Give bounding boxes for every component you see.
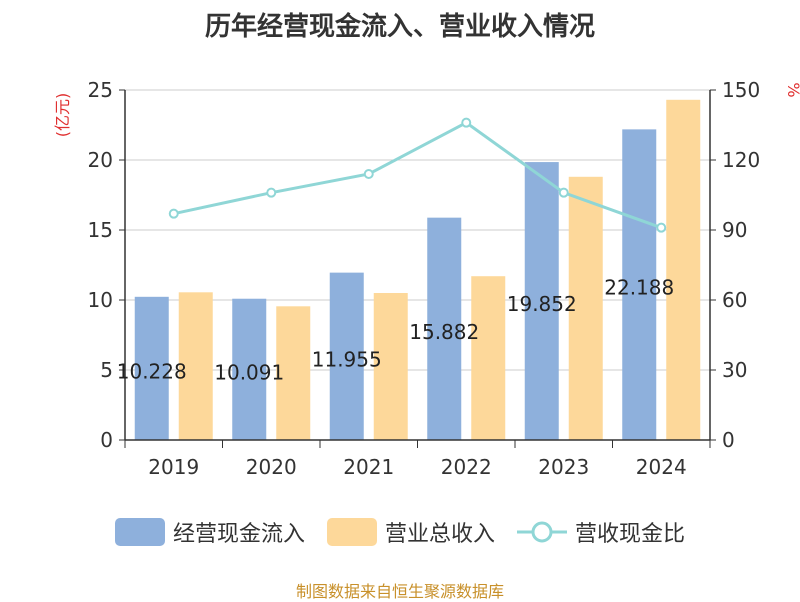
legend-swatch-cash-ratio — [517, 521, 567, 543]
bar-cash-inflow — [524, 162, 559, 440]
legend: 经营现金流入 营业总收入 营收现金比 — [0, 516, 800, 548]
right-axis-unit: % — [784, 82, 800, 97]
bar-revenue — [276, 306, 311, 440]
line-series — [168, 117, 667, 233]
left-tick-label: 25 — [88, 78, 113, 102]
data-label-cash-inflow: 19.852 — [507, 292, 577, 316]
legend-item-cash-inflow[interactable]: 经营现金流入 — [114, 516, 305, 548]
point-cash-ratio — [656, 222, 667, 233]
bars — [134, 99, 701, 441]
x-tick-label: 2020 — [246, 455, 297, 479]
right-tick-label: 120 — [722, 148, 760, 172]
legend-label-cash-inflow: 经营现金流入 — [172, 522, 305, 547]
data-label-cash-inflow: 10.091 — [214, 360, 284, 384]
right-tick-label: 60 — [722, 288, 747, 312]
x-tick-label: 2019 — [148, 455, 199, 479]
left-tick-label: 10 — [88, 288, 113, 312]
right-tick-label: 0 — [722, 428, 735, 452]
bar-revenue — [373, 293, 408, 440]
left-tick-label: 5 — [100, 358, 113, 382]
right-tick-label: 150 — [722, 78, 760, 102]
legend-label-revenue: 营业总收入 — [384, 522, 495, 547]
point-cash-ratio — [558, 187, 569, 198]
data-label-cash-inflow: 22.188 — [604, 276, 674, 300]
left-axis-unit: (亿元) — [53, 93, 72, 138]
legend-item-revenue[interactable]: 营业总收入 — [326, 516, 495, 548]
left-tick-label: 20 — [88, 148, 113, 172]
bar-revenue — [471, 276, 506, 440]
legend-swatch-revenue — [326, 518, 377, 546]
gridlines — [125, 89, 710, 371]
bar-revenue — [666, 99, 701, 441]
legend-item-cash-ratio[interactable]: 营收现金比 — [517, 516, 685, 548]
chart-plot: 0 5 10 15 20 25 0 30 60 90 120 150 2019 2020 2021 2022 2… — [53, 78, 800, 479]
x-tick-label: 2022 — [441, 455, 492, 479]
legend-swatch-cash-inflow — [114, 518, 165, 546]
bar-cash-inflow — [134, 296, 169, 440]
bar-cash-inflow — [329, 272, 364, 440]
point-cash-ratio — [461, 117, 472, 128]
right-tick-label: 90 — [722, 218, 747, 242]
data-labels: 10.228 10.091 11.955 15.882 19.852 22.188 — [117, 276, 674, 385]
bar-revenue — [568, 176, 603, 441]
axes: 0 5 10 15 20 25 0 30 60 90 120 150 2019 2020 2021 2022 2… — [88, 78, 761, 479]
chart-title: 历年经营现金流入、营业收入情况 — [204, 12, 595, 42]
point-cash-ratio — [363, 169, 374, 179]
bar-cash-inflow — [232, 298, 267, 440]
left-tick-label: 15 — [88, 218, 113, 242]
legend-label-cash-ratio: 营收现金比 — [575, 522, 686, 547]
left-tick-label: 0 — [100, 428, 113, 452]
data-label-cash-inflow: 10.228 — [117, 359, 187, 383]
line-cash-ratio — [173, 120, 662, 230]
bar-cash-inflow — [622, 129, 657, 441]
data-label-cash-inflow: 15.882 — [409, 320, 479, 344]
bar-revenue — [178, 292, 213, 440]
bar-cash-inflow — [427, 217, 462, 440]
x-tick-label: 2024 — [636, 455, 687, 479]
point-cash-ratio — [266, 187, 277, 198]
x-tick-label: 2023 — [538, 455, 589, 479]
point-cash-ratio — [168, 208, 179, 219]
source-footer: 制图数据来自恒生聚源数据库 — [295, 582, 504, 601]
data-label-cash-inflow: 11.955 — [312, 347, 382, 371]
x-tick-label: 2021 — [343, 455, 394, 479]
right-tick-label: 30 — [722, 358, 747, 382]
